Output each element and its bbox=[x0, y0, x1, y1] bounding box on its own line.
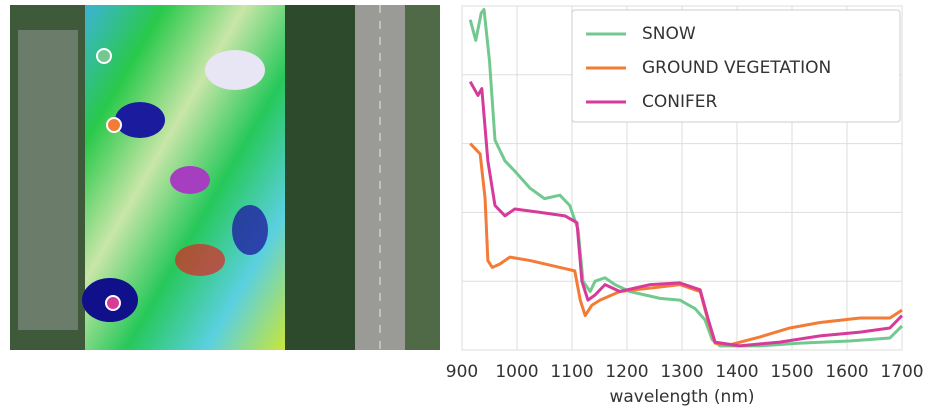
x-tick-label: 1300 bbox=[660, 362, 703, 382]
legend: SNOW GROUND VEGETATION CONIFER bbox=[571, 9, 901, 123]
x-tick-label: 1700 bbox=[880, 362, 923, 382]
plot bbox=[461, 5, 904, 351]
series-line bbox=[468, 80, 904, 348]
x-tick-label: 1000 bbox=[495, 362, 538, 382]
x-axis-label: wavelength (nm) bbox=[609, 387, 754, 407]
x-tick-label: 1400 bbox=[715, 362, 758, 382]
map-image bbox=[10, 5, 440, 350]
x-tick-label: 1100 bbox=[550, 362, 593, 382]
legend-label: GROUND VEGETATION bbox=[642, 58, 831, 78]
series-line bbox=[469, 142, 903, 347]
x-tick-label: 1500 bbox=[770, 362, 813, 382]
x-tick-label: 1200 bbox=[605, 362, 648, 382]
legend-label: SNOW bbox=[642, 24, 696, 44]
x-tick-label: 900 bbox=[446, 362, 478, 382]
x-tick-label: 1600 bbox=[825, 362, 868, 382]
legend-label: CONIFER bbox=[642, 92, 718, 112]
legend-box bbox=[571, 9, 901, 123]
